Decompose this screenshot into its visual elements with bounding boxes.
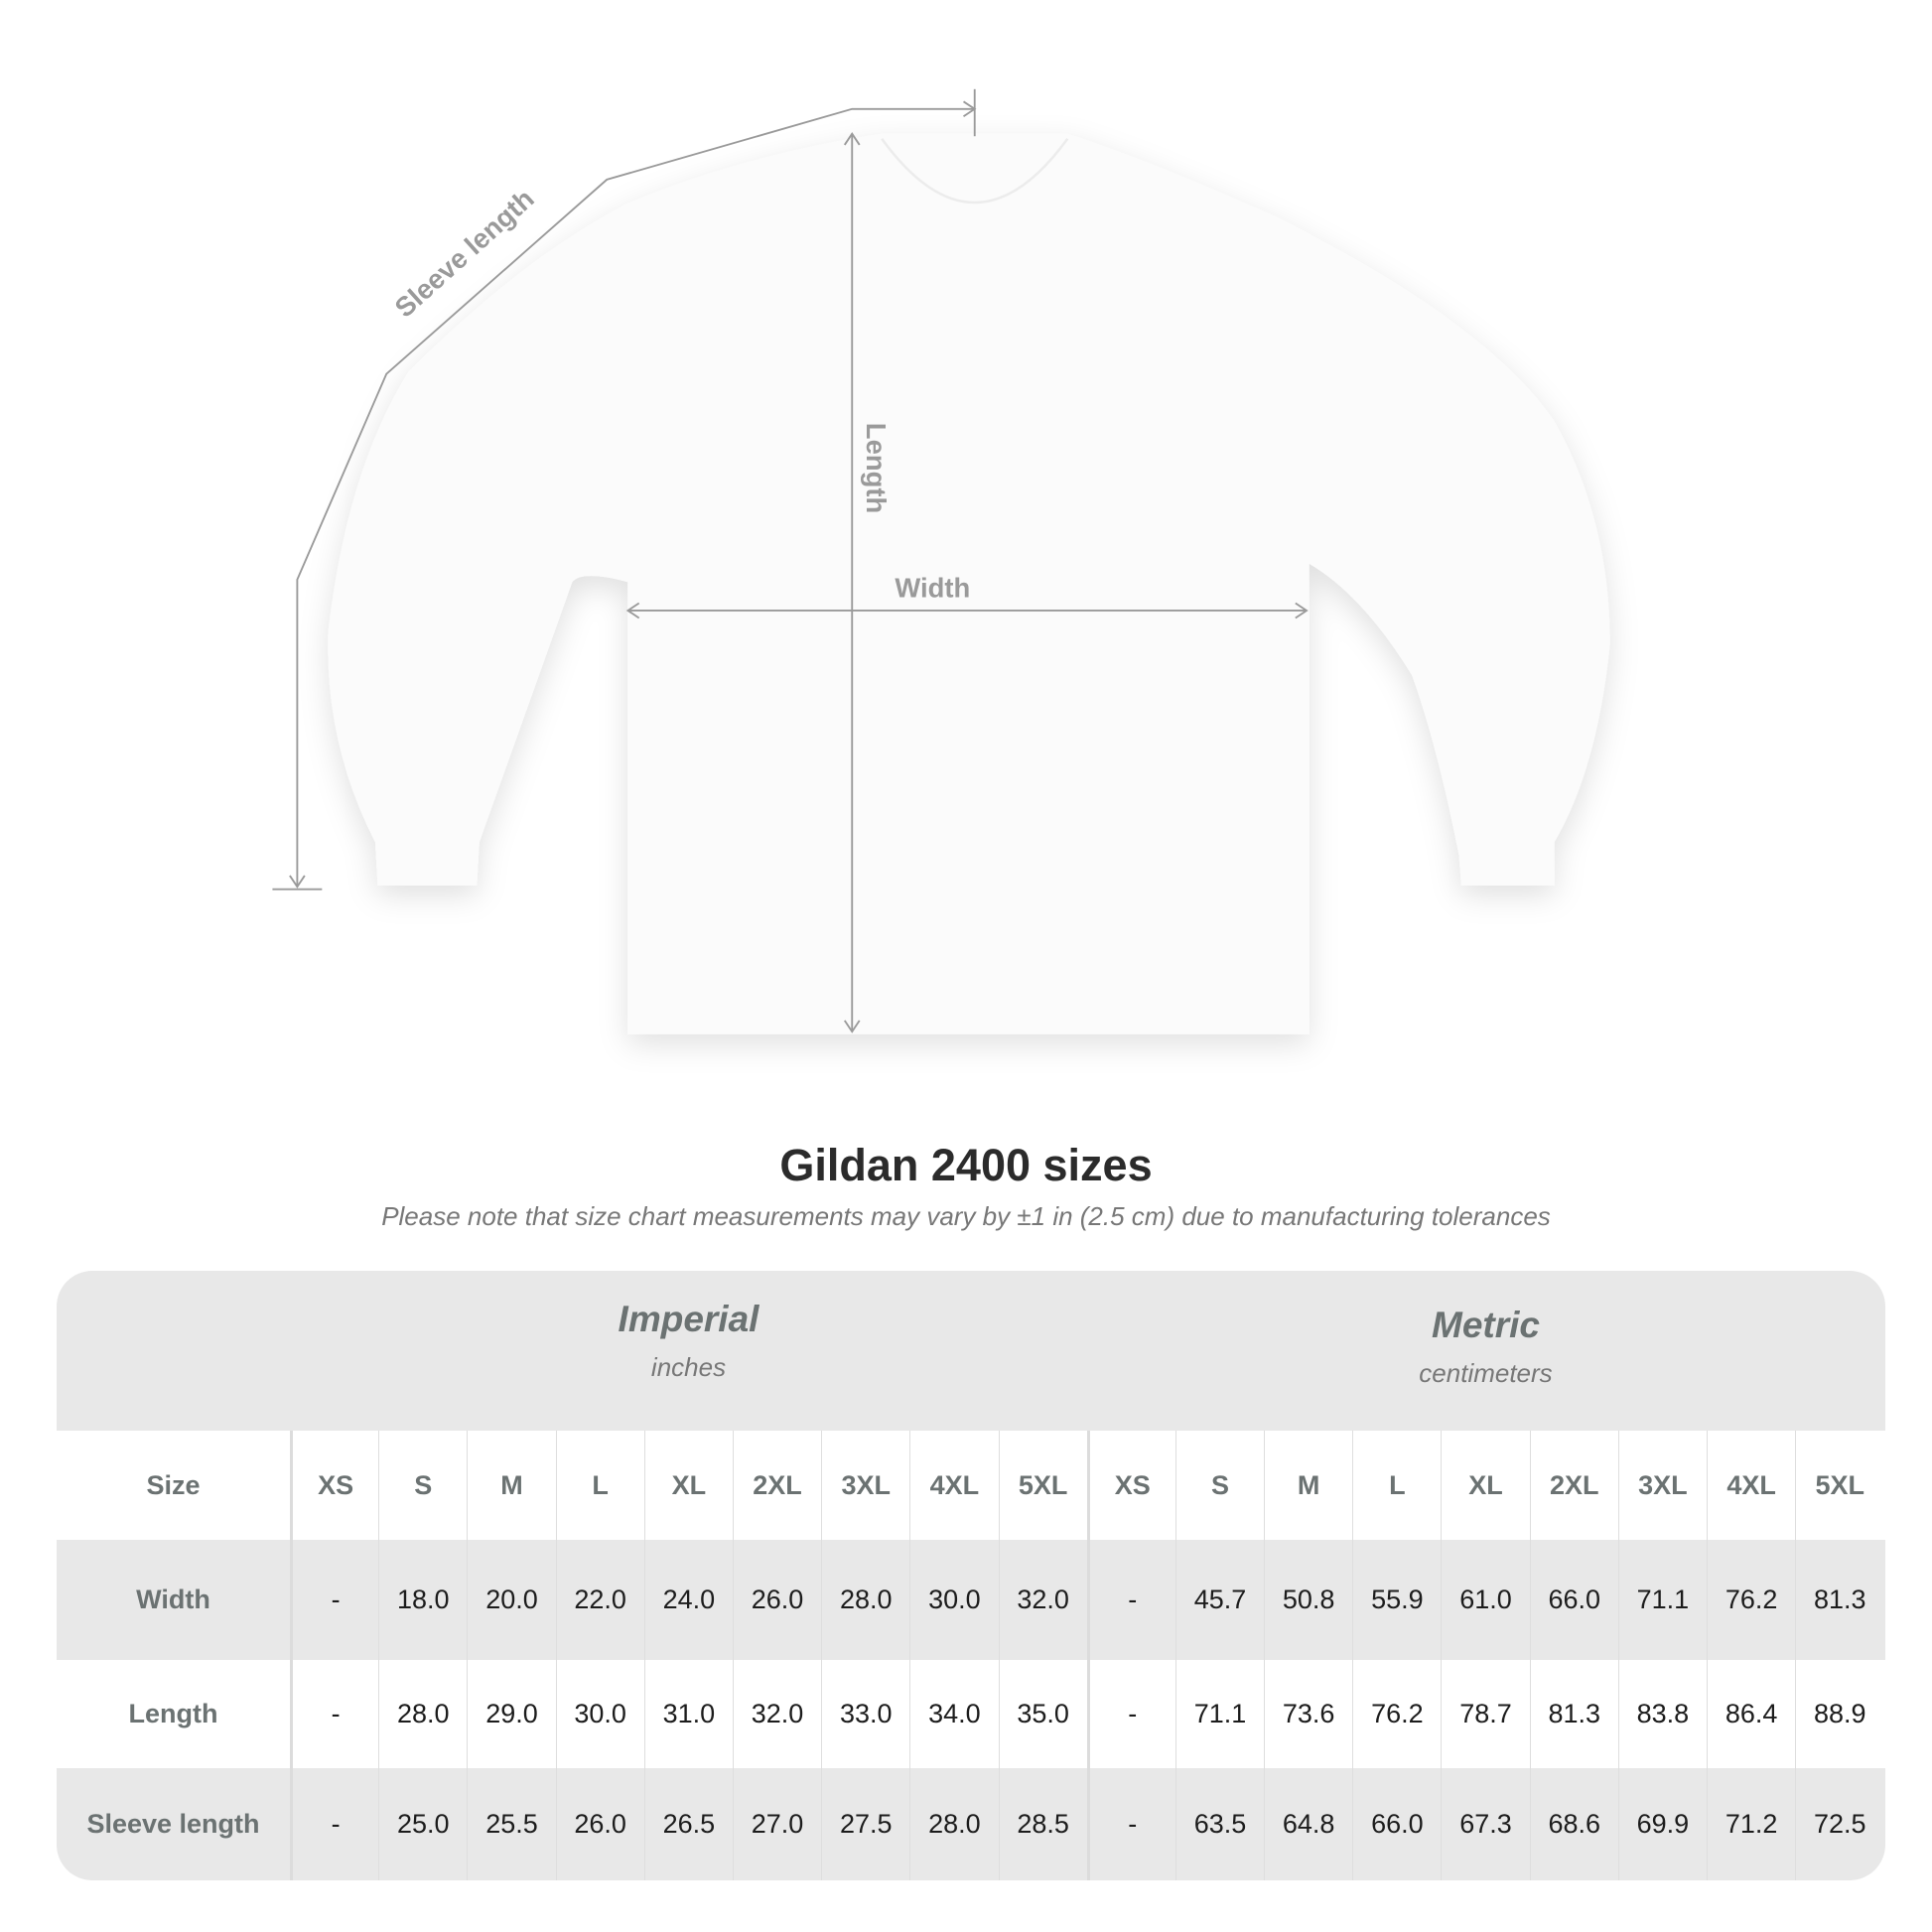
imperial-value-cell: 24.0 [643,1540,733,1660]
metric-size-header: 2XL [1529,1431,1618,1540]
size-header-row: Size XS S M L XL 2XL 3XL 4XL 5XL XS S M L XL 2XL 3XL 4XL 5… [57,1431,1885,1540]
length-label: Length [861,423,892,513]
imperial-value-cell: 32.0 [732,1660,821,1768]
metric-value-cell: - [1086,1660,1175,1768]
metric-value-cell: 67.3 [1441,1768,1529,1880]
metric-size-header: XL [1441,1431,1529,1540]
imperial-size-header: M [467,1431,555,1540]
table-header-band [57,1271,1885,1431]
metric-value-cell: - [1086,1768,1175,1880]
metric-value-cell: 72.5 [1795,1768,1883,1880]
metric-size-header: S [1174,1431,1264,1540]
metric-size-header: 4XL [1707,1431,1795,1540]
imperial-value-cell: 28.0 [378,1660,467,1768]
metric-value-cell: 71.2 [1707,1768,1795,1880]
imperial-header: Imperial inches [290,1299,1087,1383]
metric-value-cell: 86.4 [1707,1660,1795,1768]
metric-value-cell: 76.2 [1707,1540,1795,1660]
metric-size-header: 5XL [1795,1431,1883,1540]
metric-unit: centimeters [1419,1358,1553,1388]
imperial-size-header: S [378,1431,467,1540]
table-row: Length -28.0 29.0 30.0 31.0 32.0 33.0 34.0 35.0-… [57,1660,1885,1768]
imperial-size-header: 5XL [998,1431,1087,1540]
metric-size-header: XS [1086,1431,1175,1540]
imperial-value-cell: 32.0 [998,1540,1087,1660]
imperial-value-cell: 26.5 [643,1768,733,1880]
imperial-value-cell: - [290,1660,378,1768]
imperial-size-header: 3XL [821,1431,909,1540]
imperial-unit: inches [650,1352,727,1382]
metric-value-cell: 68.6 [1529,1768,1618,1880]
metric-value-cell: - [1086,1540,1175,1660]
metric-value-cell: 66.0 [1529,1540,1618,1660]
imperial-title: Imperial [618,1299,759,1339]
imperial-value-cell: 20.0 [467,1540,555,1660]
page-title: Gildan 2400 sizes [779,1140,1153,1190]
imperial-value-cell: 25.5 [467,1768,555,1880]
imperial-value-cell: 26.0 [732,1540,821,1660]
neckline [881,137,1069,204]
imperial-value-cell: 34.0 [909,1660,998,1768]
imperial-value-cell: 35.0 [998,1660,1087,1768]
metric-value-cell: 78.7 [1441,1660,1529,1768]
imperial-value-cell: 29.0 [467,1660,555,1768]
row-label: Width [136,1585,210,1614]
metric-value-cell: 81.3 [1529,1660,1618,1768]
imperial-size-header: L [555,1431,644,1540]
metric-value-cell: 83.8 [1617,1660,1707,1768]
metric-value-cell: 73.6 [1264,1660,1352,1768]
metric-size-header: 3XL [1617,1431,1707,1540]
table-row: Width -18.0 20.0 22.0 24.0 26.0 28.0 30.0 32.0-4… [57,1540,1885,1660]
imperial-value-cell: 26.0 [555,1768,644,1880]
metric-value-cell: 66.0 [1352,1768,1441,1880]
imperial-value-cell: 31.0 [643,1660,733,1768]
imperial-size-header: 4XL [909,1431,998,1540]
imperial-value-cell: 28.0 [821,1540,909,1660]
imperial-size-header: XL [643,1431,733,1540]
tolerance-note: Please note that size chart measurements… [381,1201,1551,1231]
imperial-value-cell: 28.0 [909,1768,998,1880]
length-dimension-line [843,132,861,1034]
metric-value-cell: 55.9 [1352,1540,1441,1660]
metric-value-cell: 76.2 [1352,1660,1441,1768]
metric-value-cell: 45.7 [1174,1540,1264,1660]
metric-value-cell: 64.8 [1264,1768,1352,1880]
imperial-value-cell: 30.0 [555,1660,644,1768]
size-row-label: Size [146,1469,201,1500]
width-label: Width [895,572,970,603]
size-table: Imperial inches Metric centimeters Size X… [57,1271,1885,1880]
metric-value-cell: 50.8 [1264,1540,1352,1660]
imperial-value-cell: 27.5 [821,1768,909,1880]
metric-value-cell: 71.1 [1617,1540,1707,1660]
imperial-value-cell: - [290,1540,378,1660]
row-label: Length [128,1699,218,1728]
imperial-value-cell: 18.0 [378,1540,467,1660]
metric-value-cell: 61.0 [1441,1540,1529,1660]
metric-title: Metric [1432,1305,1540,1345]
long-sleeve-shirt-illustration [328,133,1610,1035]
metric-value-cell: 88.9 [1795,1660,1883,1768]
imperial-value-cell: 33.0 [821,1660,909,1768]
metric-header: Metric centimeters [1087,1305,1884,1389]
row-label: Sleeve length [86,1809,260,1839]
metric-value-cell: 81.3 [1795,1540,1883,1660]
width-dimension-line [625,602,1309,620]
metric-size-header: M [1264,1431,1352,1540]
metric-value-cell: 69.9 [1617,1768,1707,1880]
imperial-size-header: 2XL [732,1431,821,1540]
imperial-value-cell: 28.5 [998,1768,1087,1880]
metric-value-cell: 63.5 [1174,1768,1264,1880]
sleeve-length-dimension-line [272,88,977,891]
table-row: Sleeve length -25.0 25.5 26.0 26.5 27.0 27.5 28… [57,1768,1885,1880]
metric-size-header: L [1352,1431,1441,1540]
imperial-value-cell: 25.0 [378,1768,467,1880]
metric-value-cell: 71.1 [1174,1660,1264,1768]
imperial-value-cell: 27.0 [732,1768,821,1880]
imperial-value-cell: - [290,1768,378,1880]
imperial-value-cell: 22.0 [555,1540,644,1660]
imperial-size-header: XS [290,1431,378,1540]
imperial-value-cell: 30.0 [909,1540,998,1660]
